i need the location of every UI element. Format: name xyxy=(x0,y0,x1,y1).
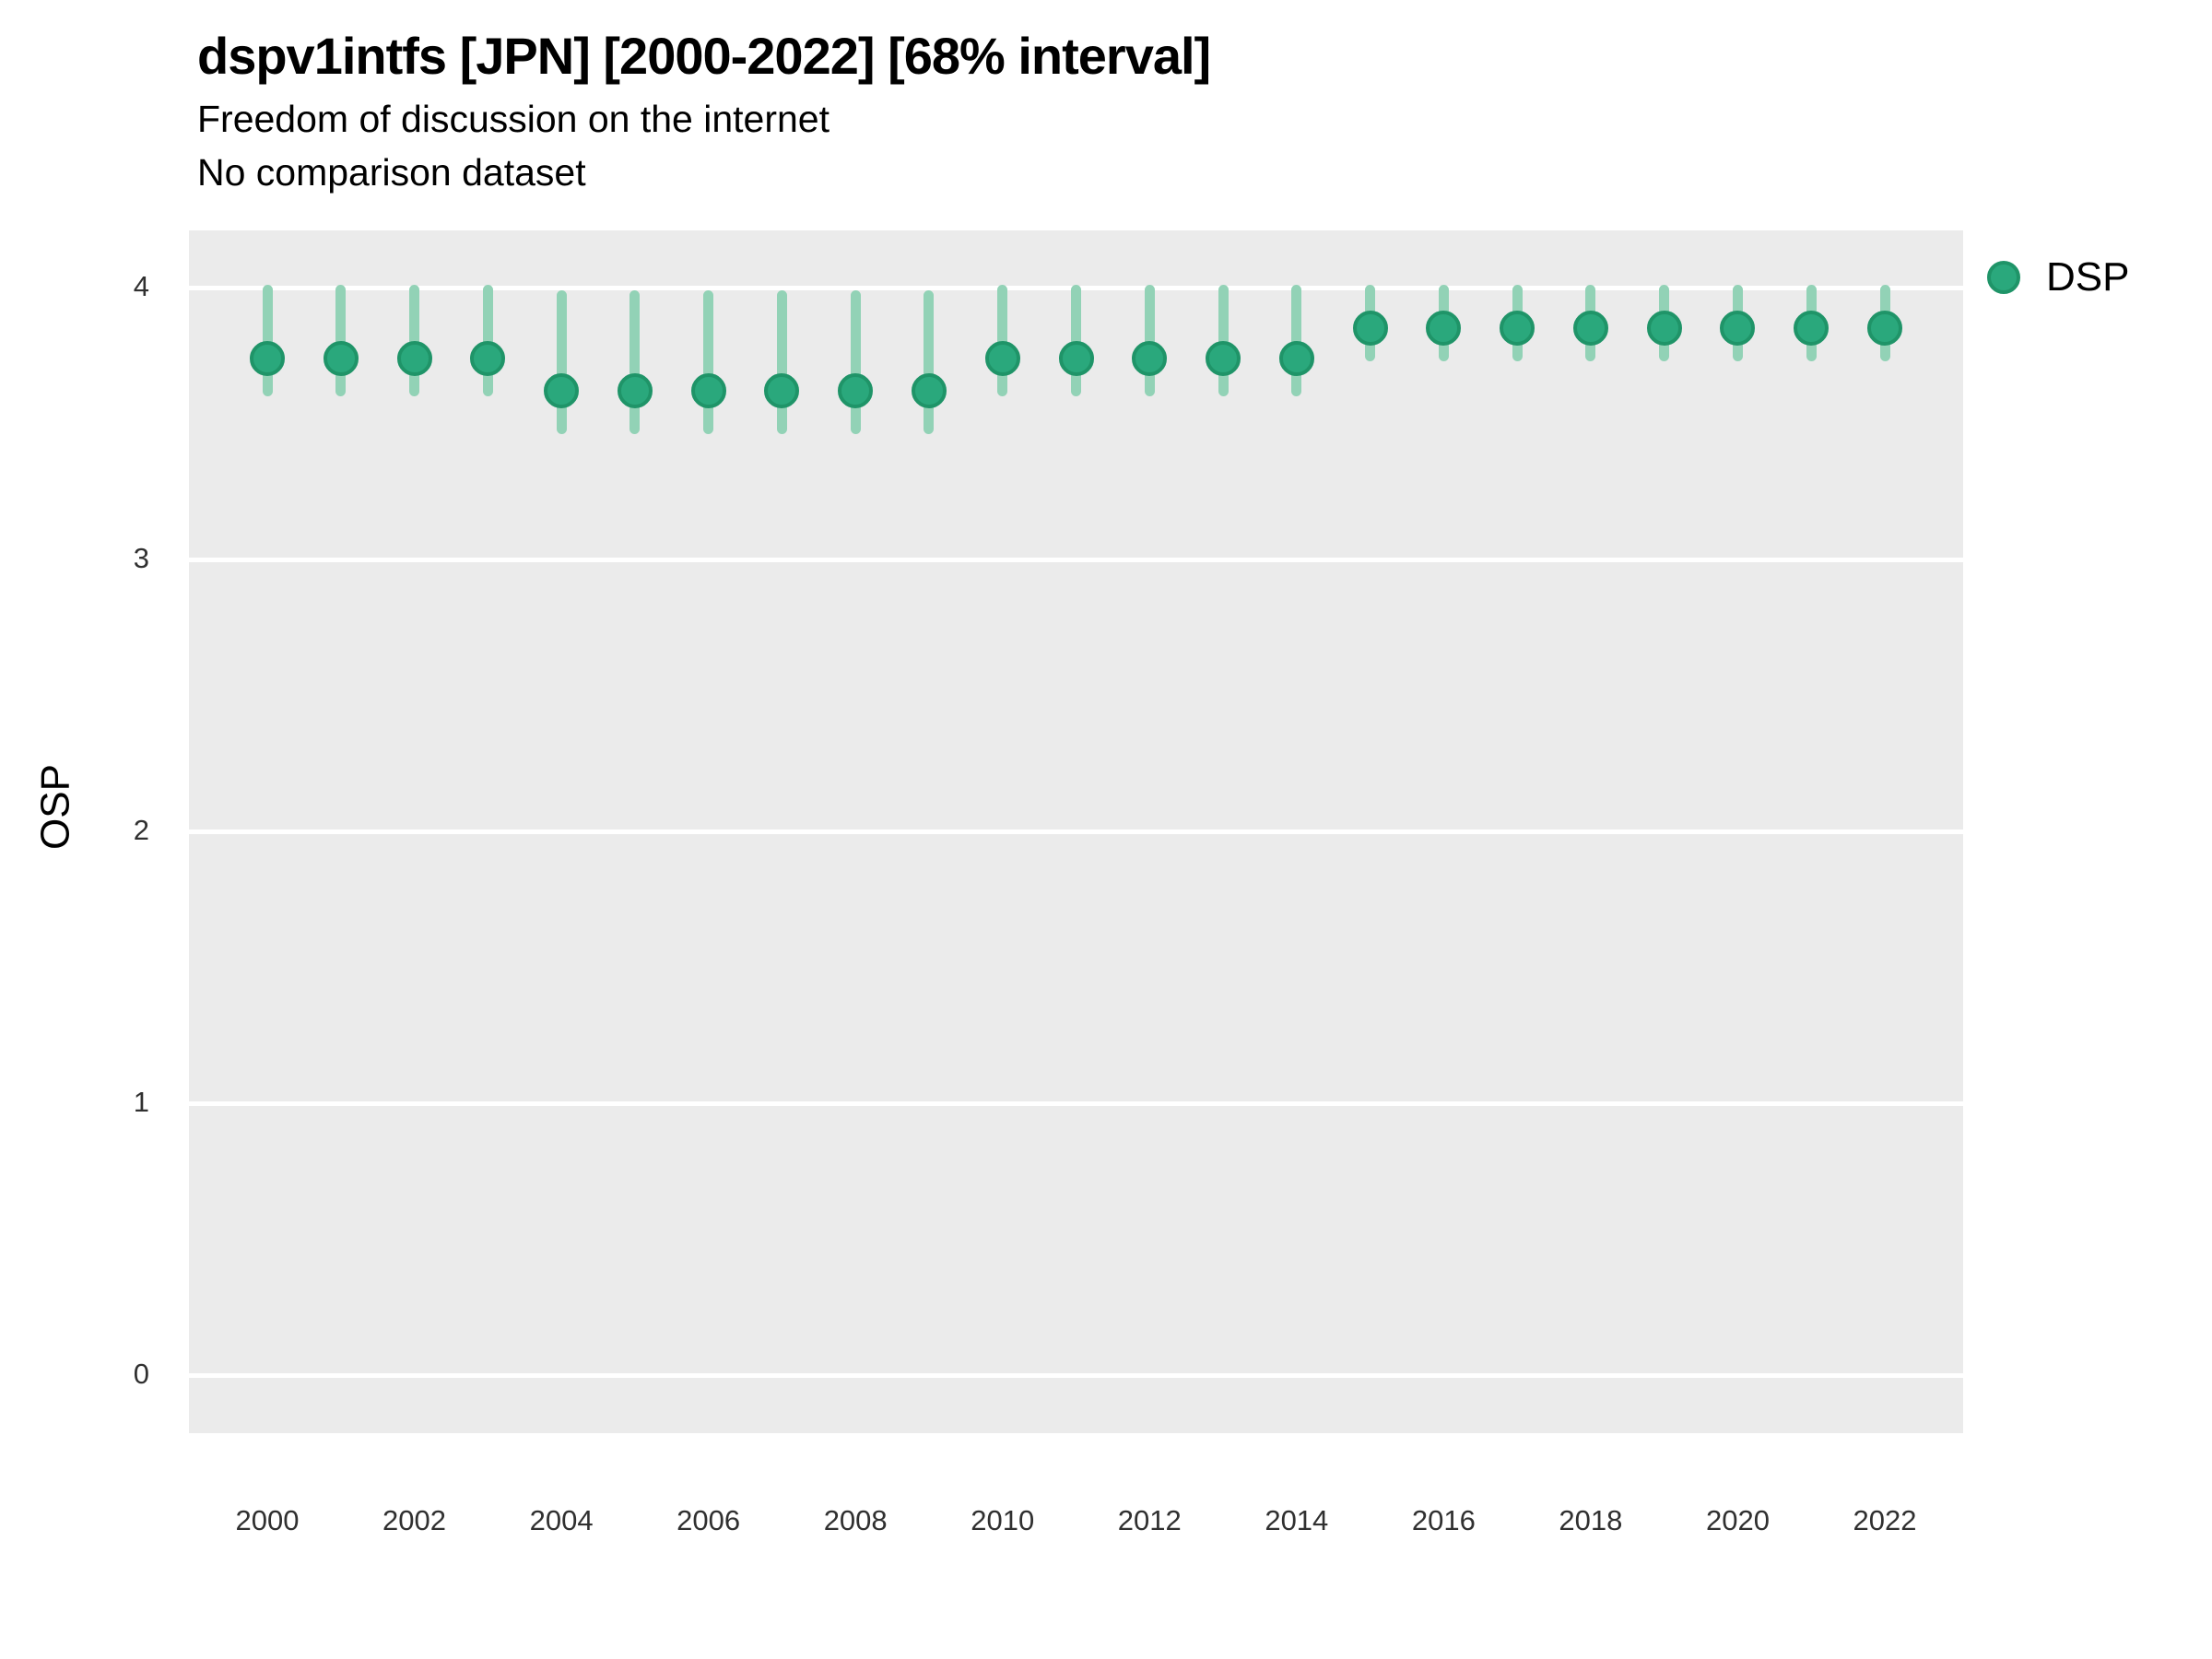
x-tick-label-2010: 2010 xyxy=(971,1504,1035,1536)
data-point-2018 xyxy=(1572,311,1608,347)
y-tick-label-4: 4 xyxy=(133,270,149,302)
interval-bar-2013 xyxy=(1218,285,1229,397)
chart-subtitle-2: No comparison dataset xyxy=(197,151,586,194)
data-point-2019 xyxy=(1646,311,1682,347)
interval-bar-2003 xyxy=(482,285,493,397)
gridline-y-3 xyxy=(189,558,1963,562)
x-tick-label-2020: 2020 xyxy=(1705,1504,1770,1536)
interval-bar-2004 xyxy=(556,289,567,435)
x-tick-label-2012: 2012 xyxy=(1117,1504,1182,1536)
interval-bar-2007 xyxy=(776,289,787,435)
y-tick-label-0: 0 xyxy=(133,1358,149,1390)
data-point-2002 xyxy=(396,340,432,376)
interval-bar-2006 xyxy=(703,289,714,435)
x-tick-label-2018: 2018 xyxy=(1559,1504,1623,1536)
legend-label: DSP xyxy=(2046,254,2130,300)
data-point-2016 xyxy=(1426,311,1462,347)
data-point-2022 xyxy=(1867,311,1902,347)
interval-bar-2011 xyxy=(1071,285,1081,397)
gridline-y-0 xyxy=(189,1373,1963,1378)
interval-bar-2000 xyxy=(262,285,273,397)
interval-bar-2002 xyxy=(409,285,420,397)
data-point-2009 xyxy=(911,373,947,409)
legend: DSP xyxy=(1987,254,2129,300)
data-point-2007 xyxy=(764,373,800,409)
y-tick-label-2: 2 xyxy=(133,814,149,846)
interval-bar-2014 xyxy=(1291,285,1302,397)
x-tick-label-2006: 2006 xyxy=(677,1504,741,1536)
x-tick-label-2000: 2000 xyxy=(235,1504,300,1536)
data-point-2012 xyxy=(1132,340,1168,376)
interval-bar-2005 xyxy=(629,289,641,435)
plot-panel xyxy=(189,230,1963,1433)
data-point-2013 xyxy=(1206,340,1241,376)
x-tick-label-2008: 2008 xyxy=(823,1504,888,1536)
data-point-2017 xyxy=(1500,311,1535,347)
data-point-2006 xyxy=(690,373,726,409)
y-tick-label-1: 1 xyxy=(133,1086,149,1118)
data-point-2003 xyxy=(470,340,506,376)
data-point-2020 xyxy=(1720,311,1756,347)
gridline-y-2 xyxy=(189,830,1963,834)
chart-title: dspv1intfs [JPN] [2000-2022] [68% interv… xyxy=(197,27,1211,85)
x-tick-label-2002: 2002 xyxy=(382,1504,447,1536)
x-tick-label-2004: 2004 xyxy=(529,1504,594,1536)
data-point-2015 xyxy=(1352,311,1388,347)
data-point-2021 xyxy=(1794,311,1830,347)
data-point-2001 xyxy=(323,340,359,376)
data-point-2004 xyxy=(544,373,580,409)
y-tick-label-3: 3 xyxy=(133,542,149,574)
data-point-2010 xyxy=(984,340,1020,376)
legend-point-icon xyxy=(1987,261,2020,294)
data-point-2008 xyxy=(838,373,874,409)
interval-bar-2010 xyxy=(997,285,1008,397)
x-tick-label-2014: 2014 xyxy=(1265,1504,1329,1536)
interval-bar-2001 xyxy=(335,285,347,397)
data-point-2011 xyxy=(1058,340,1094,376)
interval-bar-2008 xyxy=(850,289,861,435)
data-point-2014 xyxy=(1278,340,1314,376)
data-point-2000 xyxy=(250,340,285,376)
data-point-2005 xyxy=(617,373,653,409)
x-tick-label-2022: 2022 xyxy=(1853,1504,1917,1536)
interval-bar-2009 xyxy=(924,289,935,435)
gridline-y-1 xyxy=(189,1101,1963,1106)
interval-bar-2012 xyxy=(1144,285,1155,397)
x-tick-label-2016: 2016 xyxy=(1411,1504,1476,1536)
chart-subtitle: Freedom of discussion on the internet xyxy=(197,98,830,140)
